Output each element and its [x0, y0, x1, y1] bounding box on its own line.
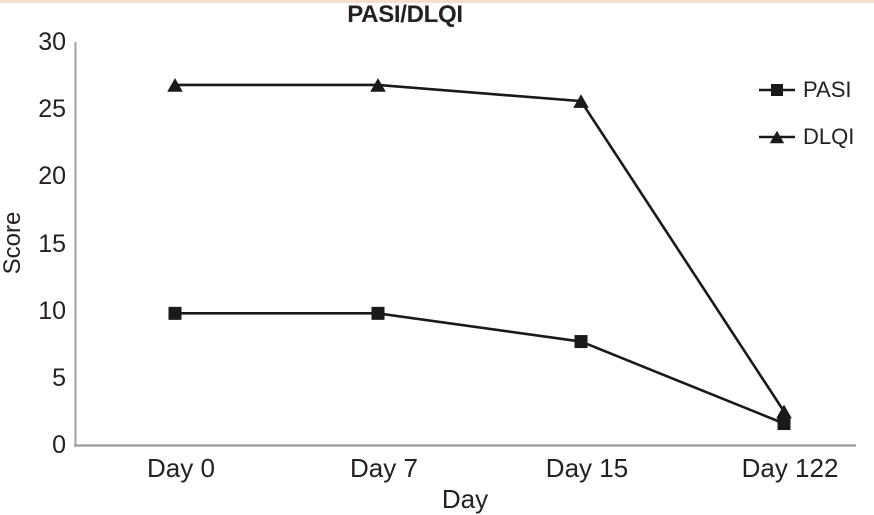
x-category-label: Day 0 — [147, 453, 215, 483]
y-tick-label: 10 — [38, 296, 66, 325]
legend-marker-square-icon — [759, 83, 795, 96]
dlqi-marker-triangle-icon — [776, 404, 792, 419]
chart-title: PASI/DLQI — [347, 1, 463, 28]
y-tick-label: 0 — [52, 431, 66, 459]
legend: PASI DLQI — [758, 74, 854, 152]
x-category-label: Day 15 — [545, 453, 629, 483]
y-tick-label: 20 — [38, 162, 66, 191]
legend-marker-triangle-icon — [759, 130, 795, 143]
legend-item-dlqi: DLQI — [758, 121, 854, 152]
x-axis-title: Day — [441, 484, 489, 514]
y-tick-label: 5 — [52, 363, 66, 392]
dlqi-marker-triangle-icon — [167, 78, 183, 92]
pasi-marker-square-icon — [777, 417, 791, 431]
pasi-marker-square-icon — [168, 306, 182, 320]
legend-square-icon — [771, 83, 783, 96]
x-category-label: Day 122 — [741, 453, 839, 483]
pasi-series-line — [175, 312, 785, 425]
y-tick-label: 30 — [38, 28, 66, 56]
x-category-label: Day 7 — [350, 453, 418, 483]
dlqi-marker-triangle-icon — [573, 94, 589, 108]
y-tick-label: 15 — [38, 229, 66, 258]
legend-item-pasi: PASI — [758, 74, 854, 105]
y-tick-label: 25 — [38, 95, 66, 124]
legend-triangle-icon — [769, 130, 785, 143]
legend-label-pasi: PASI — [803, 76, 852, 102]
dlqi-marker-triangle-icon — [370, 78, 386, 92]
legend-label-dlqi: DLQI — [803, 123, 855, 149]
dlqi-series-line — [175, 83, 786, 413]
pasi-marker-square-icon — [574, 335, 588, 349]
pasi-marker-square-icon — [371, 306, 385, 320]
top-accent-border — [0, 0, 874, 3]
